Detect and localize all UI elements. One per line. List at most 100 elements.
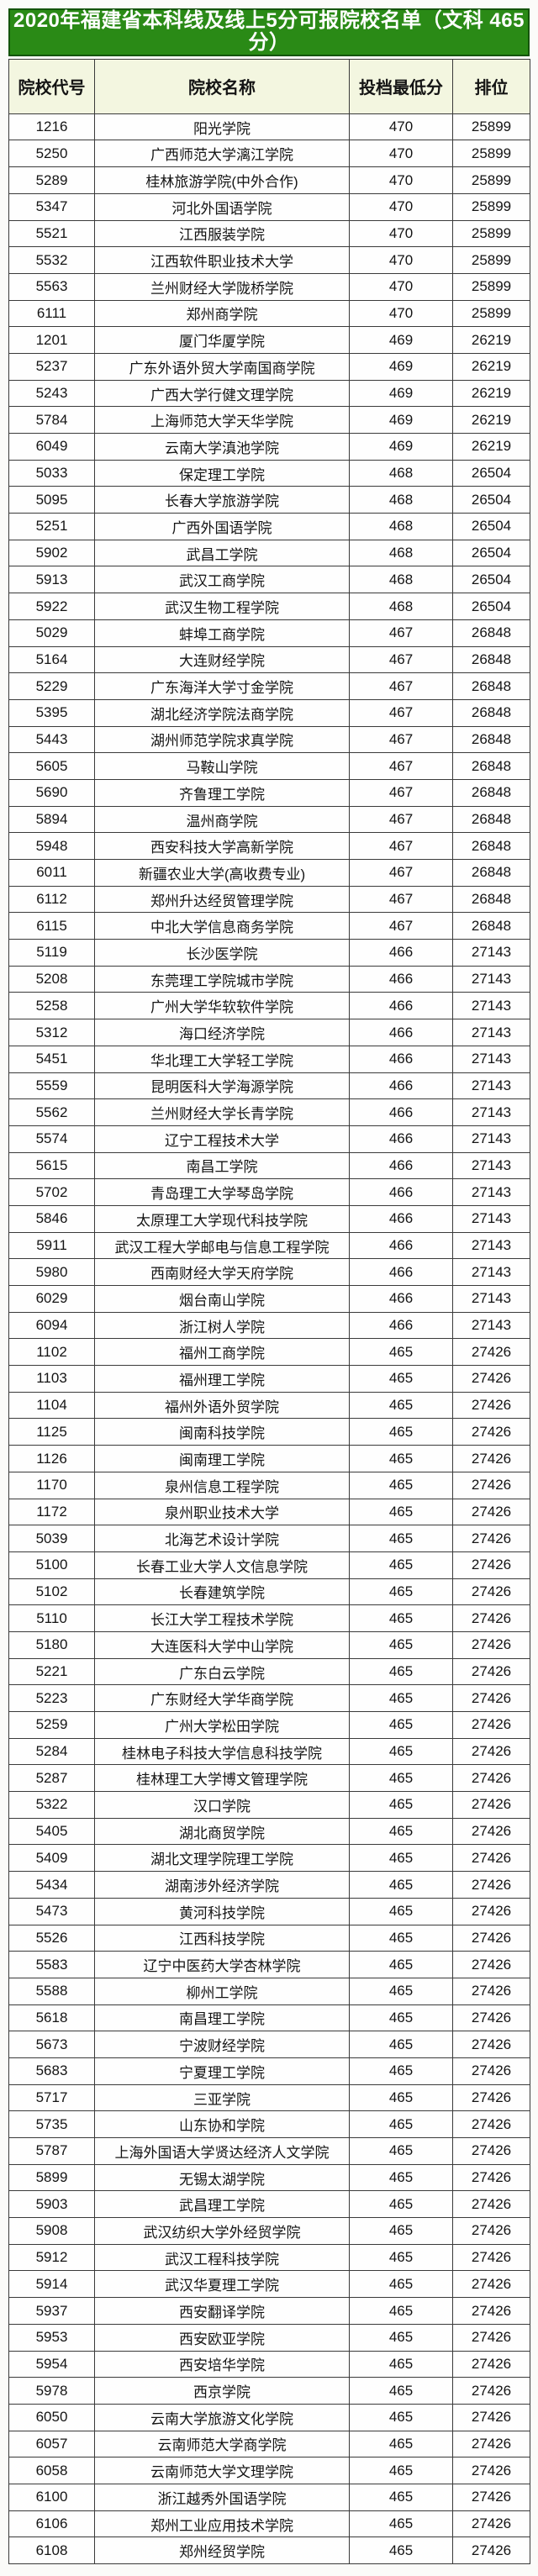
table-row: 5347 河北外国语学院 470 25899: [8, 192, 530, 221]
college-name-cell: 江西服装学院: [94, 219, 350, 248]
college-code-cell: 6100: [8, 2483, 95, 2511]
rank-cell: 25899: [452, 272, 530, 301]
table-row: 5451 华北理工大学轻工学院 466 27143: [8, 1045, 530, 1073]
rank-cell: 27426: [452, 2377, 530, 2405]
college-name-cell: 武汉华夏理工学院: [94, 2270, 350, 2299]
min-score-cell: 465: [349, 2163, 453, 2192]
rank-cell: 27426: [452, 1844, 530, 1873]
college-name-cell: 武汉工程大学邮电与信息工程学院: [94, 1231, 350, 1260]
college-name-cell: 湖州师范学院求真学院: [94, 725, 350, 754]
table-row: 5289 桂林旅游学院(中外合作) 470 25899: [8, 166, 530, 194]
min-score-cell: 465: [349, 2430, 453, 2458]
table-row: 5690 齐鲁理工学院 467 26848: [8, 778, 530, 807]
college-name-cell: 北海艺术设计学院: [94, 1525, 350, 1552]
rank-cell: 26504: [452, 486, 530, 514]
rank-cell: 26848: [452, 698, 530, 727]
min-score-cell: 465: [349, 2031, 453, 2058]
table-row: 5562 兰州财经大学长青学院 466 27143: [8, 1098, 530, 1126]
college-name-cell: 兰州财经大学长青学院: [94, 1098, 350, 1126]
college-name-cell: 宁夏理工学院: [94, 2057, 350, 2085]
college-name-cell: 云南大学旅游文化学院: [94, 2403, 350, 2431]
college-name-cell: 广东海洋大学寸金学院: [94, 672, 350, 700]
college-name-cell: 郑州商学院: [94, 299, 350, 328]
min-score-cell: 466: [349, 1204, 453, 1233]
rank-cell: 25899: [452, 113, 530, 141]
page-title: 2020年福建省本科线及线上5分可报院校名单（文科 465分）: [8, 8, 530, 56]
min-score-cell: 467: [349, 832, 453, 861]
table-row: 5409 湖北文理学院理工学院 465 27426: [8, 1844, 530, 1873]
rank-cell: 27426: [452, 2243, 530, 2272]
table-row: 6100 浙江越秀外国语学院 465 27426: [8, 2483, 530, 2511]
rank-cell: 26504: [452, 539, 530, 567]
college-name-cell: 上海师范大学天华学院: [94, 406, 350, 435]
college-name-cell: 新疆农业大学(高收费专业): [94, 859, 350, 887]
rank-cell: 26219: [452, 433, 530, 461]
college-name-cell: 西京学院: [94, 2377, 350, 2405]
rank-cell: 26848: [452, 805, 530, 834]
college-name-cell: 武汉工商学院: [94, 566, 350, 594]
min-score-cell: 465: [349, 2083, 453, 2112]
college-code-cell: 5243: [8, 379, 95, 408]
college-name-cell: 汉口学院: [94, 1791, 350, 1819]
college-name-cell: 西南财经大学天府学院: [94, 1258, 350, 1287]
table-row: 5039 北海艺术设计学院 465 27426: [8, 1525, 530, 1552]
rank-cell: 27426: [452, 1551, 530, 1579]
college-code-cell: 5583: [8, 1951, 95, 1978]
college-code-cell: 5164: [8, 645, 95, 674]
rank-cell: 27426: [452, 2323, 530, 2352]
college-code-cell: 5903: [8, 2190, 95, 2219]
college-name-cell: 广西师范大学漓江学院: [94, 140, 350, 168]
table-row: 5914 武汉华夏理工学院 465 27426: [8, 2270, 530, 2299]
college-name-cell: 桂林旅游学院(中外合作): [94, 166, 350, 194]
college-code-cell: 5574: [8, 1125, 95, 1153]
college-code-cell: 5948: [8, 832, 95, 861]
table-row: 1170 泉州信息工程学院 465 27426: [8, 1471, 530, 1499]
rank-cell: 27426: [452, 1951, 530, 1978]
table-row: 5913 武汉工商学院 468 26504: [8, 566, 530, 594]
min-score-cell: 465: [349, 2377, 453, 2405]
rank-cell: 26848: [452, 725, 530, 754]
rank-cell: 26219: [452, 406, 530, 435]
min-score-cell: 465: [349, 1764, 453, 1793]
college-code-cell: 1103: [8, 1365, 95, 1393]
min-score-cell: 467: [349, 672, 453, 700]
table-row: 6029 烟台南山学院 466 27143: [8, 1285, 530, 1313]
table-row: 1126 闽南理工学院 465 27426: [8, 1445, 530, 1472]
table-row: 5119 长沙医学院 466 27143: [8, 939, 530, 967]
min-score-cell: 470: [349, 166, 453, 194]
college-name-cell: 辽宁工程技术大学: [94, 1125, 350, 1153]
table-row: 5583 辽宁中医药大学杏林学院 465 27426: [8, 1951, 530, 1978]
college-name-cell: 阳光学院: [94, 113, 350, 141]
min-score-cell: 466: [349, 1045, 453, 1073]
min-score-cell: 466: [349, 1285, 453, 1313]
rank-cell: 27426: [452, 1977, 530, 2005]
college-name-cell: 云南大学滇池学院: [94, 433, 350, 461]
college-code-cell: 5443: [8, 725, 95, 754]
min-score-cell: 466: [349, 1311, 453, 1340]
college-name-cell: 保定理工学院: [94, 459, 350, 487]
college-code-cell: 5395: [8, 698, 95, 727]
college-name-cell: 宁波财经学院: [94, 2031, 350, 2058]
min-score-cell: 465: [349, 1578, 453, 1606]
college-code-cell: 5029: [8, 619, 95, 647]
college-code-cell: 6094: [8, 1311, 95, 1340]
table-row: 1103 福州理工学院 465 27426: [8, 1365, 530, 1393]
college-code-cell: 1170: [8, 1471, 95, 1499]
rank-cell: 27143: [452, 1231, 530, 1260]
rank-cell: 26504: [452, 459, 530, 487]
college-name-cell: 广东白云学院: [94, 1657, 350, 1686]
college-name-cell: 武汉纺织大学外经贸学院: [94, 2217, 350, 2245]
college-code-cell: 5095: [8, 486, 95, 514]
min-score-cell: 465: [349, 1711, 453, 1739]
table-row: 6108 郑州经贸学院 465 27426: [8, 2536, 530, 2565]
min-score-cell: 466: [349, 965, 453, 993]
min-score-cell: 465: [349, 1737, 453, 1766]
rank-cell: 27426: [452, 2510, 530, 2538]
min-score-cell: 468: [349, 566, 453, 594]
min-score-cell: 465: [349, 2217, 453, 2245]
college-code-cell: 5618: [8, 2004, 95, 2032]
table-row: 5673 宁波财经学院 465 27426: [8, 2031, 530, 2058]
table-row: 5563 兰州财经大学陇桥学院 470 25899: [8, 272, 530, 301]
college-code-cell: 5913: [8, 566, 95, 594]
rank-cell: 27426: [452, 2483, 530, 2511]
